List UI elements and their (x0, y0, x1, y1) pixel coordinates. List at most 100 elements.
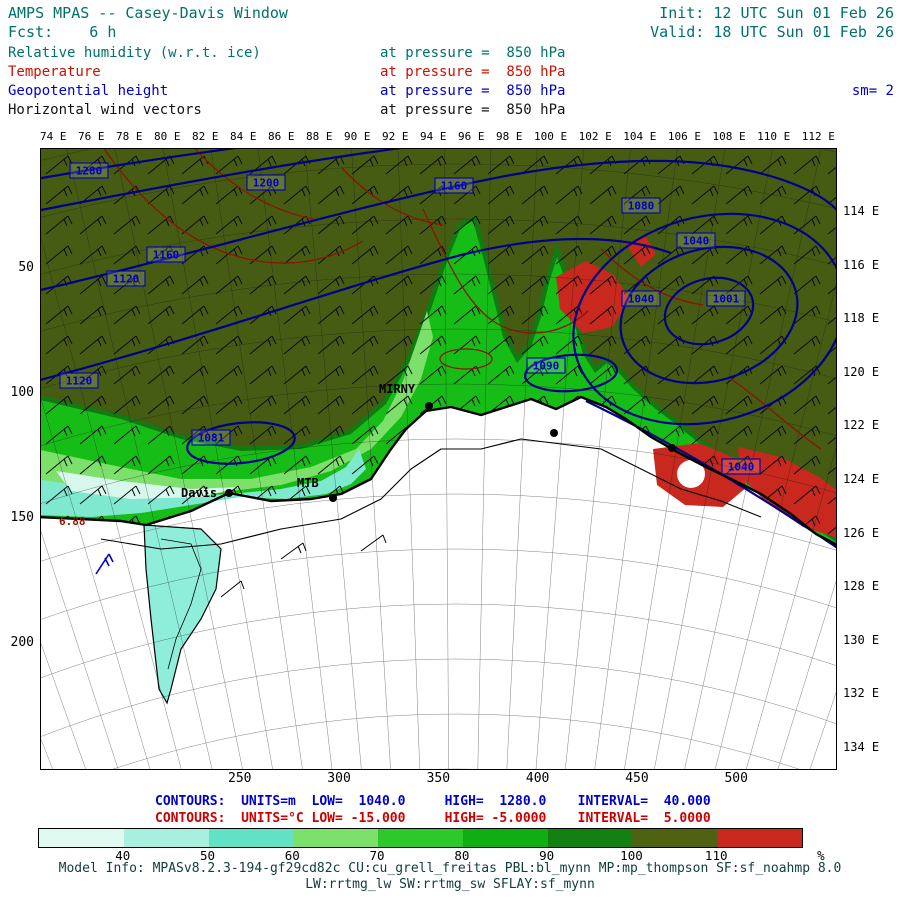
header-row-2: Fcst: 6 h Valid: 18 UTC Sun 01 Feb 26 (8, 23, 894, 41)
header-row-1: AMPS MPAS -- Casey-Davis Window Init: 12… (8, 4, 894, 22)
svg-text:1040: 1040 (683, 235, 710, 248)
grid-tick-label: 250 (228, 771, 252, 786)
colorbar-tick-label: 90 (539, 848, 555, 863)
height-contour-labels: 1280 1200 1160 1160 1120 1120 1080 1040 1040 1001… (59, 162, 761, 475)
lon-tick-label: 126 E (843, 525, 880, 540)
field-label-humidity: Relative humidity (w.r.t. ice) (8, 45, 261, 61)
svg-text:6.88: 6.88 (59, 515, 86, 528)
field-level-geopotential: at pressure = 850 hPa (380, 83, 566, 99)
lon-tick-label: 100 E (534, 130, 568, 143)
lon-tick-label: 96 E (458, 130, 485, 143)
colorbar-segment (123, 829, 209, 847)
map-canvas: 1280 1200 1160 1160 1120 1120 1080 1040 1040 1001… (41, 149, 836, 769)
lon-tick-label: 78 E (116, 130, 143, 143)
colorbar-segment (378, 829, 463, 847)
colorbar-tick-label: 80 (454, 848, 470, 863)
lon-tick-label: 86 E (268, 130, 295, 143)
svg-text:1040: 1040 (728, 461, 755, 474)
lon-tick-label: 88 E (306, 130, 333, 143)
field-row-humidity: Relative humidity (w.r.t. ice) at pressu… (8, 44, 894, 63)
lon-tick-label: 128 E (843, 579, 880, 594)
lon-tick-label: 122 E (843, 418, 880, 433)
station-markers: Davis MTB MIRNY (181, 382, 676, 502)
height-contour-info: CONTOURS: UNITS=m LOW= 1040.0 HIGH= 1280… (155, 794, 711, 809)
lon-tick-label: 74 E (40, 130, 67, 143)
colorbar-segment (717, 829, 803, 847)
grid-axis-left: 50 100 150 200 (4, 260, 34, 650)
coastline-path (41, 395, 836, 546)
grid-tick-label: 150 (10, 510, 34, 525)
blue-wind-marker (95, 553, 114, 575)
lon-tick-label: 116 E (843, 257, 880, 272)
grid-tick-label: 200 (10, 635, 34, 650)
forecast-hour: Fcst: 6 h (8, 23, 117, 41)
colorbar-tick-label: % (817, 848, 825, 863)
field-row-temperature: Temperature at pressure = 850 hPa (8, 63, 894, 82)
grid-tick-label: 500 (724, 771, 748, 786)
lon-tick-label: 76 E (78, 130, 105, 143)
lon-tick-label: 104 E (623, 130, 657, 143)
y-axis-right: 114 E 116 E 118 E 120 E 122 E 124 E 126 E 128 E… (843, 204, 879, 754)
lon-tick-label: 118 E (843, 311, 880, 326)
lon-tick-label: 80 E (154, 130, 181, 143)
colorbar-tick-label: 40 (115, 848, 131, 863)
lon-tick-label: 106 E (667, 130, 701, 143)
colorbar-segment (462, 829, 548, 847)
lon-tick-label: 98 E (496, 130, 523, 143)
model-info-line2: LW:rrtmg_lw SW:rrtmg_sw SFLAY:sf_mynn (305, 877, 595, 892)
lon-tick-label: 134 E (843, 739, 880, 754)
field-label-temperature: Temperature (8, 64, 101, 80)
colorbar-tick-label: 100 (620, 848, 643, 863)
svg-text:1200: 1200 (253, 177, 280, 190)
sparse-wind-barbs (220, 534, 387, 598)
lon-tick-label: 110 E (757, 130, 791, 143)
lon-tick-label: 90 E (344, 130, 371, 143)
field-level-temperature: at pressure = 850 hPa (380, 64, 566, 80)
height-contours (41, 149, 836, 549)
lon-tick-label: 114 E (843, 204, 880, 218)
lon-tick-label: 102 E (578, 130, 612, 143)
field-label-wind: Horizontal wind vectors (8, 102, 202, 118)
humidity-colorbar (38, 828, 803, 848)
colorbar-segment (208, 829, 294, 847)
white-hole (677, 460, 705, 488)
grid-tick-label: 100 (10, 385, 34, 400)
colorbar-tick-label: 70 (369, 848, 385, 863)
grid-tick-label: 450 (625, 771, 649, 786)
svg-text:MTB: MTB (297, 476, 319, 490)
grid-axis-bottom: 250 300 350 400 450 500 (228, 771, 748, 786)
svg-text:Davis: Davis (181, 486, 217, 500)
svg-text:1040: 1040 (628, 293, 655, 306)
ice-shelf-inner-line (160, 538, 202, 670)
lon-tick-label: 82 E (192, 130, 219, 143)
lon-tick-label: 120 E (843, 364, 880, 379)
colorbar-tick-label: 50 (200, 848, 216, 863)
lon-tick-label: 112 E (801, 130, 835, 143)
svg-text:1280: 1280 (76, 165, 103, 178)
page-title: AMPS MPAS -- Casey-Davis Window (8, 4, 288, 22)
temp-contour-info: CONTOURS: UNITS=°C LOW= -15.000 HIGH= -5… (155, 811, 711, 826)
grid-tick-label: 300 (327, 771, 351, 786)
field-level-humidity: at pressure = 850 hPa (380, 45, 566, 61)
svg-text:1160: 1160 (153, 249, 180, 262)
grid-tick-label: 350 (426, 771, 451, 786)
colorbar-tick-labels: 40 50 60 70 80 90 100 110% (38, 848, 824, 864)
temp-contours (103, 149, 822, 450)
valid-time: Valid: 18 UTC Sun 01 Feb 26 (650, 23, 894, 41)
colorbar-tick-label: 110 (704, 848, 728, 863)
colorbar-tick-label: 60 (284, 848, 300, 863)
lon-tick-label: 132 E (843, 686, 880, 701)
svg-text:1081: 1081 (198, 432, 225, 445)
svg-text:1120: 1120 (113, 273, 140, 286)
init-time: Init: 12 UTC Sun 01 Feb 26 (659, 4, 894, 22)
svg-text:1160: 1160 (441, 180, 468, 193)
lon-tick-label: 92 E (382, 130, 409, 143)
field-row-wind: Horizontal wind vectors at pressure = 85… (8, 101, 894, 120)
lon-tick-label: 130 E (843, 632, 880, 647)
x-axis-top: 74 E 76 E 78 E 80 E 82 E 84 E 86 E 88 E 90 E 92 E… (40, 130, 835, 143)
colorbar-segment (39, 829, 124, 847)
lon-tick-label: 84 E (230, 130, 257, 143)
colorbar-segment (547, 829, 633, 847)
svg-text:1080: 1080 (628, 200, 655, 213)
grid-tick-label: 400 (525, 771, 550, 786)
